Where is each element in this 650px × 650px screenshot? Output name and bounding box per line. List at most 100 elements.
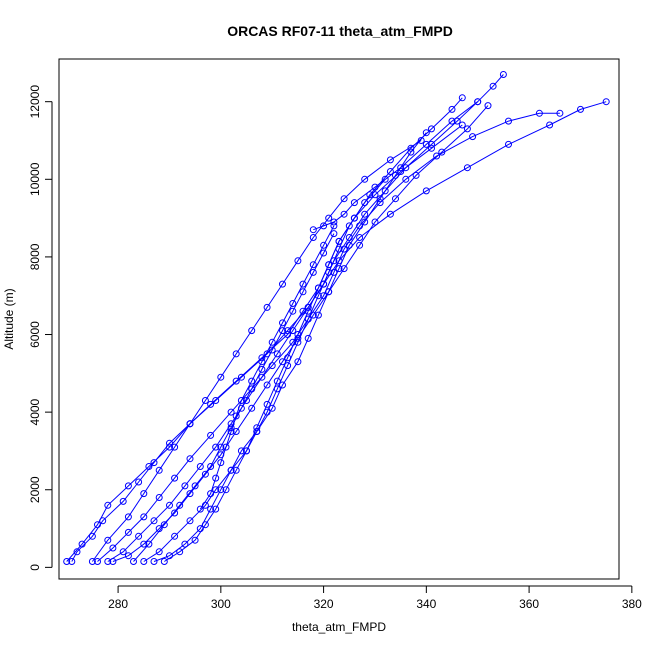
data-point (294, 358, 302, 366)
data-point (428, 140, 435, 148)
data-point (73, 548, 81, 556)
data-point (248, 404, 256, 412)
data-point (109, 558, 117, 565)
data-point (135, 478, 143, 486)
data-point (227, 408, 235, 416)
data-point (227, 428, 235, 435)
data-point (243, 447, 250, 455)
data-point (386, 156, 394, 164)
data-point (371, 183, 379, 191)
data-point (356, 241, 364, 249)
data-point (237, 397, 245, 404)
data-point (422, 140, 430, 148)
data-point (350, 214, 358, 222)
data-point (577, 105, 584, 113)
data-point (186, 420, 194, 428)
data-point (273, 350, 281, 358)
y-tick-label: 6000 (28, 321, 42, 348)
x-axis-label: theta_atm_FMPD (292, 620, 386, 634)
data-point (181, 482, 189, 490)
data-point (181, 540, 189, 548)
x-tick-label: 360 (519, 597, 539, 611)
data-point (160, 521, 168, 529)
data-point (397, 168, 405, 175)
data-point (171, 474, 179, 482)
y-axis-label: Altitude (m) (2, 288, 16, 349)
data-point (155, 525, 163, 533)
data-point (350, 199, 358, 207)
y-tick-label: 8000 (28, 243, 42, 270)
data-point (345, 222, 353, 230)
data-point (207, 400, 215, 408)
x-tick-label: 280 (108, 597, 128, 611)
data-point (212, 397, 220, 404)
data-point (361, 199, 369, 207)
data-point (489, 82, 497, 90)
data-point (237, 447, 245, 455)
data-point (186, 517, 194, 525)
data-point (268, 338, 276, 346)
data-point (422, 187, 430, 195)
data-point (294, 257, 302, 265)
data-point (392, 195, 399, 203)
data-point (207, 431, 215, 439)
data-point (243, 397, 250, 404)
y-tick-label: 4000 (28, 398, 42, 425)
data-point (335, 245, 343, 253)
data-point (258, 358, 266, 366)
data-point (145, 540, 153, 548)
data-point (463, 125, 471, 133)
data-point (222, 486, 230, 494)
data-point (222, 443, 230, 451)
data-point (212, 505, 220, 513)
data-point (453, 117, 461, 125)
data-point (150, 558, 158, 565)
data-point (248, 377, 256, 385)
data-point (412, 171, 420, 179)
data-point (299, 288, 307, 296)
series-line (313, 101, 479, 231)
data-point (160, 558, 168, 565)
data-point (279, 319, 286, 327)
data-point (176, 501, 184, 509)
data-point (448, 105, 456, 113)
data-point (314, 311, 322, 319)
data-point (320, 222, 328, 230)
data-point (469, 133, 477, 141)
data-point (345, 241, 353, 249)
data-point (227, 466, 235, 474)
data-point (289, 327, 297, 335)
data-point (232, 466, 240, 474)
data-point (366, 191, 374, 199)
data-point (602, 98, 610, 106)
data-point (320, 249, 328, 257)
data-point (299, 280, 307, 288)
data-point (109, 544, 117, 552)
data-point (268, 346, 276, 354)
series-6 (160, 175, 389, 565)
series-line (133, 233, 335, 562)
data-point (140, 540, 148, 548)
data-point (186, 455, 194, 463)
data-point (361, 210, 369, 218)
data-point (263, 408, 271, 416)
data-point (314, 292, 322, 300)
data-point (371, 218, 379, 226)
data-point (325, 214, 333, 222)
series-3 (104, 98, 610, 565)
data-point (438, 148, 446, 156)
data-point (407, 148, 415, 156)
data-point (546, 121, 554, 129)
data-point (140, 513, 148, 521)
series-line (143, 132, 427, 562)
data-point (263, 381, 271, 389)
data-point (392, 171, 399, 179)
data-point (309, 311, 317, 319)
data-point (258, 365, 266, 373)
data-point (124, 513, 132, 521)
data-point (284, 327, 292, 335)
data-point (124, 552, 132, 560)
data-point (340, 195, 348, 203)
series-10 (196, 222, 338, 513)
